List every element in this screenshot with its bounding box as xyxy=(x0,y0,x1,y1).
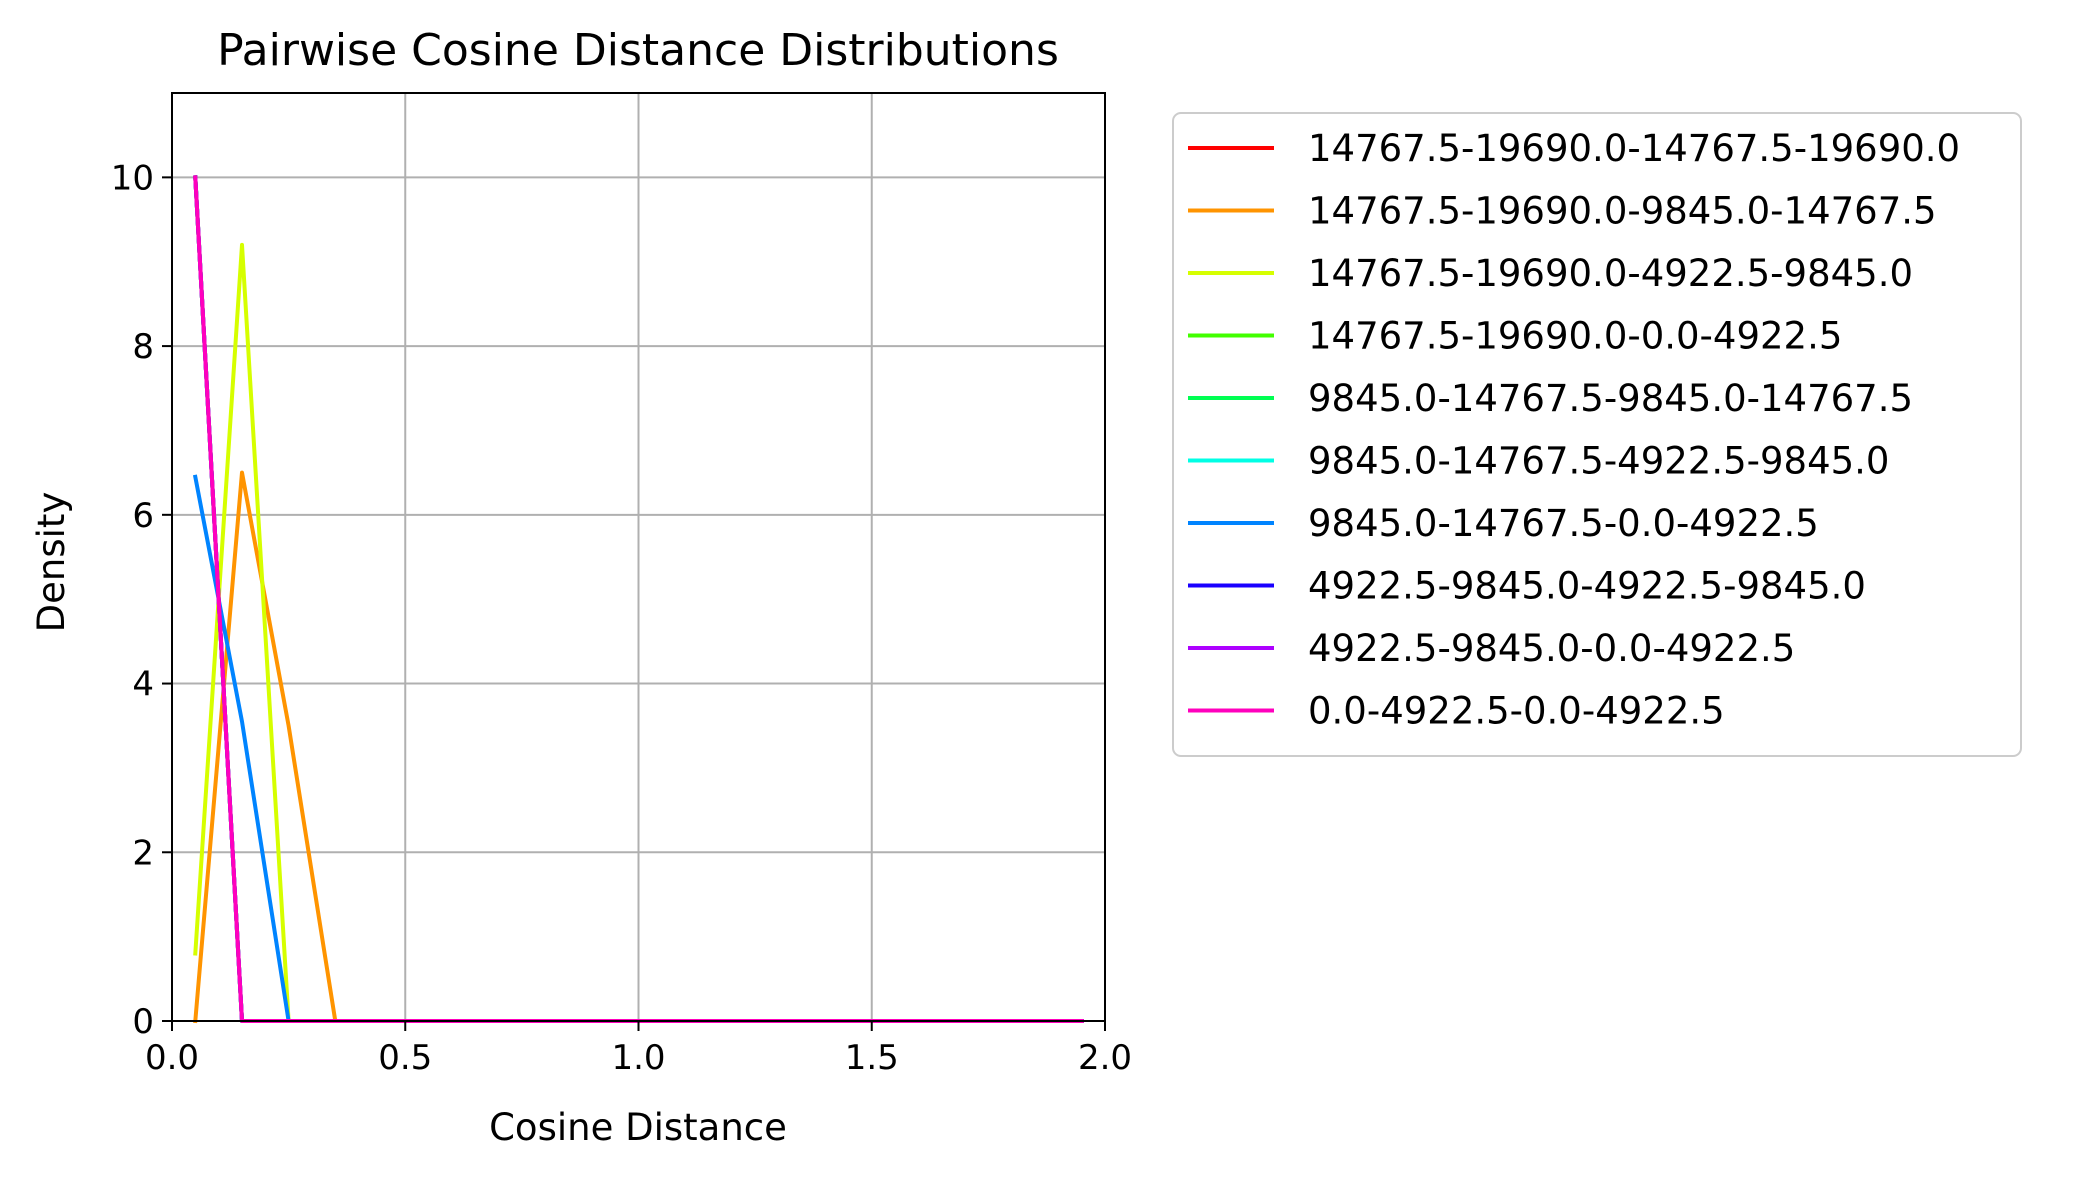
legend-label-2: 14767.5-19690.0-9845.0-14767.5 xyxy=(1308,190,1937,233)
x-tick-label: 1.0 xyxy=(611,1038,665,1078)
axis-ticks: 0.0 0.5 1.0 1.5 2.0 0 2 4 6 8 10 xyxy=(111,158,1132,1078)
legend-label-9: 4922.5-9845.0-0.0-4922.5 xyxy=(1308,627,1795,670)
y-tick-label: 0 xyxy=(132,1002,154,1042)
x-tick-label: 2.0 xyxy=(1078,1038,1132,1078)
legend-label-4: 14767.5-19690.0-0.0-4922.5 xyxy=(1308,315,1842,358)
y-tick-label: 8 xyxy=(132,327,154,367)
legend-frame xyxy=(1172,112,2022,757)
x-tick-label: 1.5 xyxy=(845,1038,899,1078)
legend-label-6: 9845.0-14767.5-4922.5-9845.0 xyxy=(1308,440,1889,483)
x-tick-label: 0.0 xyxy=(145,1038,199,1078)
y-tick-label: 2 xyxy=(132,833,154,873)
legend: 14767.5-19690.0-14767.5-19690.0 14767.5-1… xyxy=(1172,112,2022,757)
x-tick-label: 0.5 xyxy=(378,1038,432,1078)
legend-label-10: 0.0-4922.5-0.0-4922.5 xyxy=(1308,690,1725,733)
legend-label-8: 4922.5-9845.0-4922.5-9845.0 xyxy=(1308,565,1866,608)
legend-label-3: 14767.5-19690.0-4922.5-9845.0 xyxy=(1308,252,1913,295)
y-axis-label: Density xyxy=(30,492,73,633)
x-axis-label: Cosine Distance xyxy=(489,1106,787,1149)
y-tick-label: 10 xyxy=(111,158,154,198)
chart-title: Pairwise Cosine Distance Distributions xyxy=(217,25,1059,76)
y-tick-label: 4 xyxy=(132,665,154,705)
y-tick-label: 6 xyxy=(132,496,154,536)
legend-label-7: 9845.0-14767.5-0.0-4922.5 xyxy=(1308,502,1819,545)
legend-label-5: 9845.0-14767.5-9845.0-14767.5 xyxy=(1308,377,1913,420)
legend-label-1: 14767.5-19690.0-14767.5-19690.0 xyxy=(1308,127,1960,170)
grid-lines xyxy=(171,93,1106,1022)
